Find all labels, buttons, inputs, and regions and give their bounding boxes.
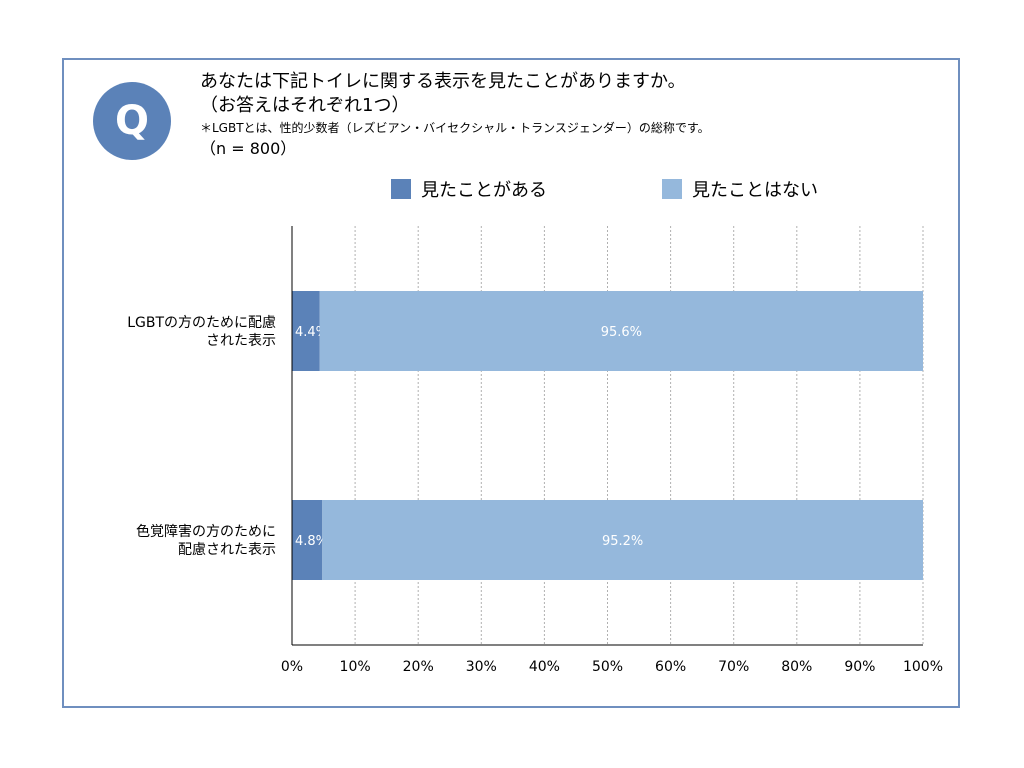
bar-segment <box>292 500 323 580</box>
legend-item-seen: 見たことがある <box>391 176 547 202</box>
x-tick-label: 70% <box>718 659 749 675</box>
chart-legend: 見たことがある 見たことはない <box>0 176 1024 202</box>
question-note: ＊LGBTとは、性的少数者（レズビアン・バイセクシャル・トランスジェンダー）の総… <box>200 121 710 135</box>
x-tick-label: 60% <box>655 659 686 675</box>
x-tick-label: 50% <box>592 659 623 675</box>
legend-swatch-seen <box>391 179 411 199</box>
category-label: された表示 <box>206 333 276 349</box>
question-text: あなたは下記トイレに関する表示を見たことがありますか。 <box>200 71 686 92</box>
legend-swatch-not-seen <box>662 179 682 199</box>
x-tick-label: 40% <box>529 659 560 675</box>
data-label: 4.8% <box>295 534 328 549</box>
x-tick-label: 20% <box>403 659 434 675</box>
category-label: LGBTの方のために配慮 <box>127 315 276 331</box>
x-tick-label: 30% <box>466 659 497 675</box>
bar-segment <box>319 291 923 371</box>
data-label: 95.2% <box>602 534 643 549</box>
data-label: 95.6% <box>601 325 642 340</box>
bar-segment <box>322 500 924 580</box>
question-badge: Q <box>93 82 171 160</box>
sample-size: （n = 800） <box>200 139 297 158</box>
x-tick-label: 10% <box>340 659 371 675</box>
question-block: あなたは下記トイレに関する表示を見たことがありますか。 （お答えはそれぞれ1つ）… <box>200 70 710 160</box>
x-tick-label: 0% <box>281 659 303 675</box>
legend-label-seen: 見たことがある <box>421 180 547 201</box>
question-instruction: （お答えはそれぞれ1つ） <box>200 95 410 116</box>
x-tick-label: 80% <box>781 659 812 675</box>
chart-frame <box>62 58 960 708</box>
bar-segment <box>292 291 320 371</box>
legend-item-not-seen: 見たことはない <box>662 176 818 202</box>
category-label: 色覚障害の方のために <box>136 523 276 540</box>
x-tick-label: 100% <box>903 659 943 675</box>
legend-label-not-seen: 見たことはない <box>692 180 818 201</box>
x-tick-label: 90% <box>844 659 875 675</box>
question-badge-label: Q <box>114 98 149 144</box>
category-label: 配慮された表示 <box>178 542 276 558</box>
